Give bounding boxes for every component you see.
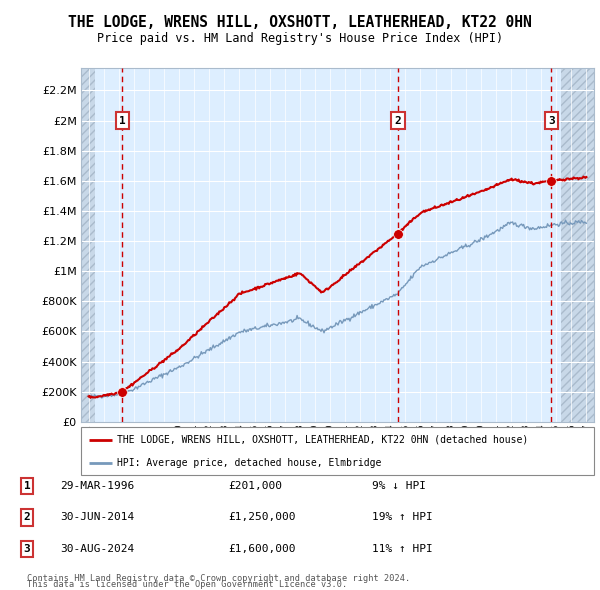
Text: This data is licensed under the Open Government Licence v3.0.: This data is licensed under the Open Gov… (27, 581, 347, 589)
Text: 1: 1 (23, 481, 31, 491)
Text: 1: 1 (119, 116, 126, 126)
Text: 29-MAR-1996: 29-MAR-1996 (60, 481, 134, 491)
Text: £1,250,000: £1,250,000 (228, 513, 296, 522)
Text: 30-JUN-2014: 30-JUN-2014 (60, 513, 134, 522)
Text: 19% ↑ HPI: 19% ↑ HPI (372, 513, 433, 522)
Text: £201,000: £201,000 (228, 481, 282, 491)
Text: Price paid vs. HM Land Registry's House Price Index (HPI): Price paid vs. HM Land Registry's House … (97, 32, 503, 45)
Text: 30-AUG-2024: 30-AUG-2024 (60, 545, 134, 554)
Text: THE LODGE, WRENS HILL, OXSHOTT, LEATHERHEAD, KT22 0HN: THE LODGE, WRENS HILL, OXSHOTT, LEATHERH… (68, 15, 532, 30)
FancyBboxPatch shape (81, 427, 594, 475)
Text: 11% ↑ HPI: 11% ↑ HPI (372, 545, 433, 554)
Text: 3: 3 (23, 545, 31, 554)
Text: 3: 3 (548, 116, 554, 126)
Text: THE LODGE, WRENS HILL, OXSHOTT, LEATHERHEAD, KT22 0HN (detached house): THE LODGE, WRENS HILL, OXSHOTT, LEATHERH… (117, 435, 528, 445)
Bar (561, 68, 594, 422)
Text: 9% ↓ HPI: 9% ↓ HPI (372, 481, 426, 491)
Text: 2: 2 (394, 116, 401, 126)
Text: HPI: Average price, detached house, Elmbridge: HPI: Average price, detached house, Elmb… (117, 458, 381, 468)
Text: Contains HM Land Registry data © Crown copyright and database right 2024.: Contains HM Land Registry data © Crown c… (27, 574, 410, 583)
Text: £1,600,000: £1,600,000 (228, 545, 296, 554)
Text: 2: 2 (23, 513, 31, 522)
Bar (81, 68, 95, 422)
